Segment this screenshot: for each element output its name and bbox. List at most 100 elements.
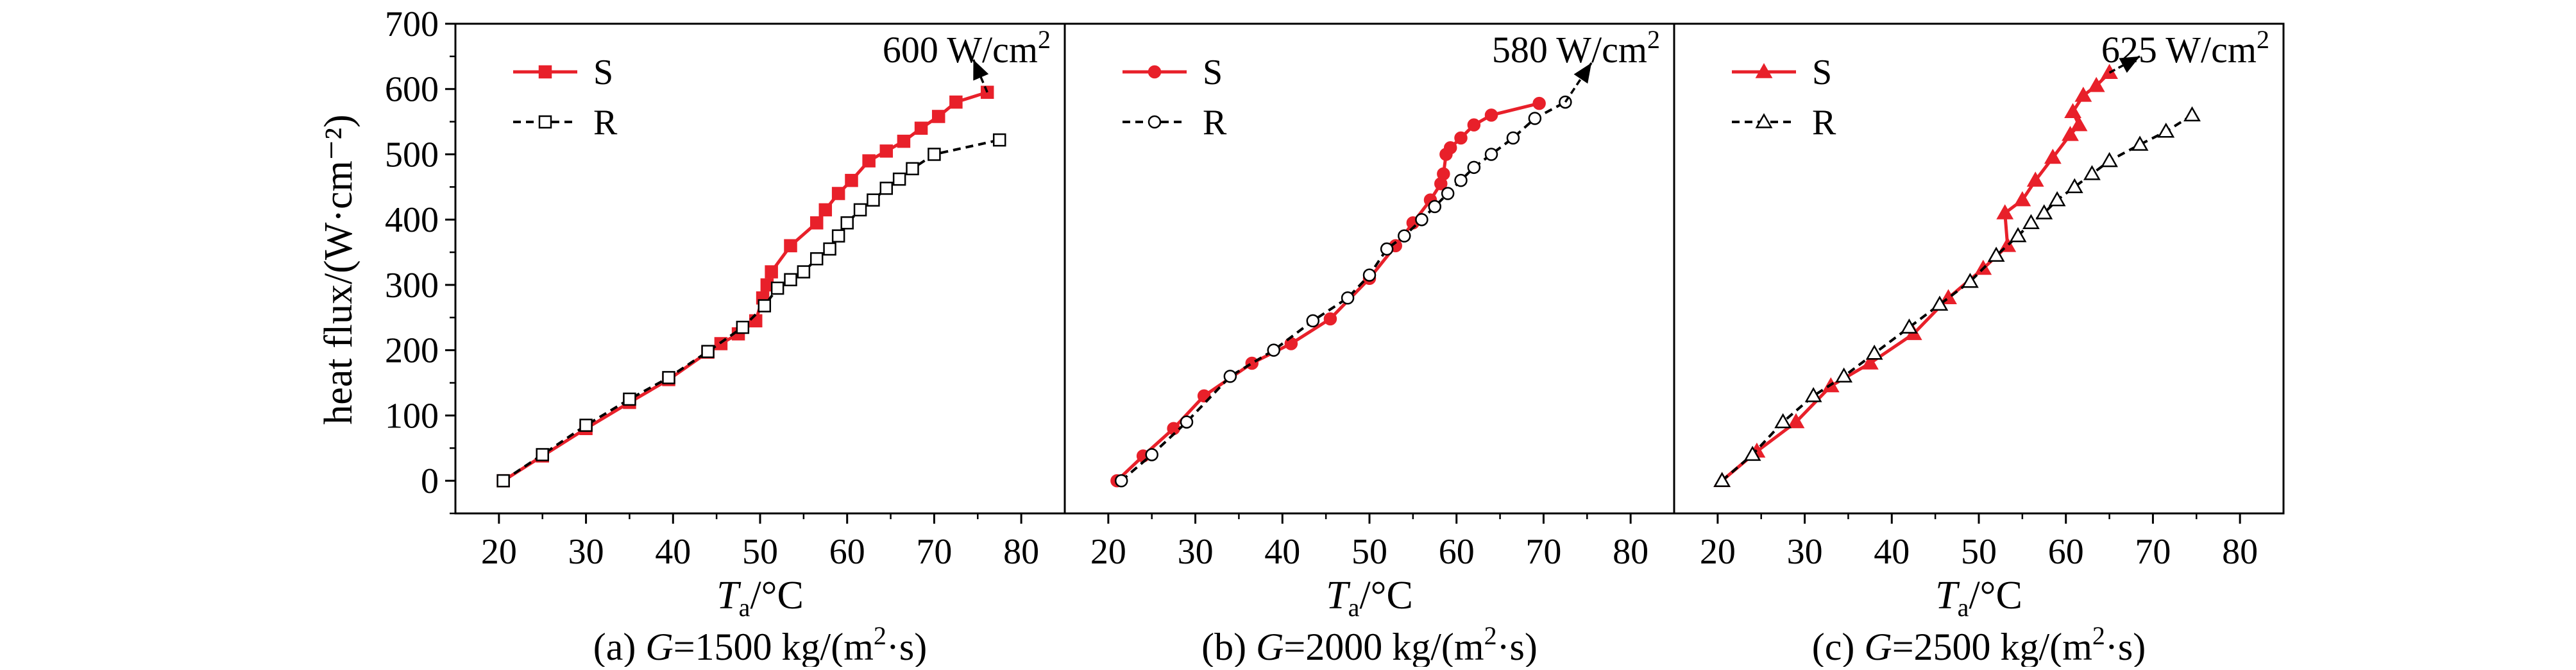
x-axis-var: T xyxy=(716,574,741,617)
x-axis-title: Ta/°C xyxy=(1326,574,1413,622)
data-point xyxy=(1528,112,1542,125)
panel-caption: (c) G=2500 kg/(m2·s) xyxy=(1812,621,2146,667)
annotation-text: 580 W/cm xyxy=(1492,29,1647,71)
legend-marker xyxy=(1148,65,1162,79)
data-point xyxy=(897,134,911,148)
data-point xyxy=(1467,118,1481,132)
x-tick-label: 70 xyxy=(1525,532,1561,572)
y-tick-label: 600 xyxy=(385,70,439,110)
x-tick-label: 80 xyxy=(1003,532,1039,572)
data-point xyxy=(2087,76,2105,92)
legend-label: S xyxy=(593,53,613,92)
series-line xyxy=(502,90,988,483)
x-axis-unit: /°C xyxy=(750,574,803,617)
data-point xyxy=(2022,214,2040,229)
data-point xyxy=(818,203,833,217)
data-point xyxy=(992,133,1006,147)
data-point xyxy=(2026,171,2044,187)
annotation-arrow-line xyxy=(2108,55,2140,74)
legend-marker xyxy=(538,65,552,79)
legend-marker xyxy=(1755,113,1773,128)
data-point xyxy=(809,216,824,230)
data-point xyxy=(736,320,750,334)
data-point xyxy=(758,299,772,313)
data-point xyxy=(867,193,880,207)
x-tick-label: 60 xyxy=(829,532,865,572)
caption-sup: 2 xyxy=(874,621,886,650)
data-point xyxy=(1114,474,1128,488)
data-point xyxy=(1245,356,1259,370)
caption-text: =1500 kg/(m xyxy=(674,626,874,667)
data-point xyxy=(1323,312,1337,326)
annotation-arrow-head xyxy=(1573,63,1592,84)
data-point xyxy=(1443,141,1457,155)
data-point xyxy=(1484,148,1498,161)
x-axis-unit: /°C xyxy=(1969,574,2022,617)
y-tick-label: 200 xyxy=(385,331,439,371)
legend-label: R xyxy=(593,103,618,142)
data-point xyxy=(1341,291,1355,305)
caption-tail: ·s) xyxy=(886,626,927,667)
data-point xyxy=(2074,87,2092,102)
legend-marker xyxy=(1755,63,1773,78)
legend-label: R xyxy=(1203,103,1227,142)
x-tick-label: 50 xyxy=(1352,532,1387,572)
caption-prefix: (b) xyxy=(1201,626,1256,667)
panel-0: 20 30 40 50 60 70 80 0 100 200 300 400 500 600 700 Ta/°… xyxy=(385,4,1051,668)
caption-prefix: (a) xyxy=(593,626,646,667)
data-point xyxy=(797,265,811,279)
x-tick-label: 30 xyxy=(1178,532,1214,572)
legend-item-R: R xyxy=(1732,103,1836,142)
data-point xyxy=(823,242,836,256)
legend-marker xyxy=(538,115,552,129)
y-axis-title: heat flux/(W·cm⁻²) xyxy=(317,114,360,424)
data-point xyxy=(831,229,845,243)
x-tick-label: 30 xyxy=(568,532,604,572)
data-point xyxy=(2183,106,2201,122)
y-tick-label: 100 xyxy=(385,396,439,436)
data-point xyxy=(2070,116,2088,132)
data-point xyxy=(784,239,797,253)
x-tick-label: 80 xyxy=(2222,532,2258,572)
data-point xyxy=(1713,472,1731,487)
x-tick-label: 40 xyxy=(1874,532,1910,572)
annotation-arrow-head xyxy=(973,60,989,81)
data-point xyxy=(1865,344,1883,360)
legend-item-S: S xyxy=(1732,53,1832,92)
series-S xyxy=(496,85,994,488)
caption-var: G xyxy=(1864,626,1892,667)
x-tick-label: 60 xyxy=(2048,532,2084,572)
y-tick-label: 700 xyxy=(385,4,439,44)
caption-tail: ·s) xyxy=(1497,626,1538,667)
y-tick-label: 500 xyxy=(385,135,439,175)
annotation-label: 625 W/cm2 xyxy=(2101,25,2269,71)
data-point xyxy=(879,144,894,158)
data-point xyxy=(1415,212,1428,227)
annotation-arrow-line xyxy=(972,59,988,93)
x-tick-label: 20 xyxy=(1700,532,1736,572)
data-point xyxy=(2013,191,2031,207)
data-point xyxy=(928,148,941,161)
x-axis-sub: a xyxy=(1348,593,1360,622)
data-point xyxy=(1180,415,1194,429)
data-point xyxy=(770,281,784,295)
x-tick-label: 40 xyxy=(655,532,691,572)
caption-var: G xyxy=(645,626,673,667)
x-tick-label: 60 xyxy=(1439,532,1475,572)
data-point xyxy=(1145,448,1158,461)
data-point xyxy=(2157,123,2175,138)
data-point xyxy=(662,371,675,384)
data-point xyxy=(623,392,636,406)
data-point xyxy=(2062,126,2079,141)
data-point xyxy=(931,110,945,123)
annotation-text: 600 W/cm xyxy=(883,29,1038,71)
data-point xyxy=(1306,314,1320,328)
x-axis-sub: a xyxy=(1958,593,1969,622)
data-point xyxy=(2048,191,2066,207)
data-point xyxy=(1931,295,1949,311)
x-tick-label: 50 xyxy=(1961,532,1997,572)
data-point xyxy=(1804,387,1822,402)
data-point xyxy=(1428,200,1442,214)
annotation-label: 580 W/cm2 xyxy=(1492,25,1660,71)
